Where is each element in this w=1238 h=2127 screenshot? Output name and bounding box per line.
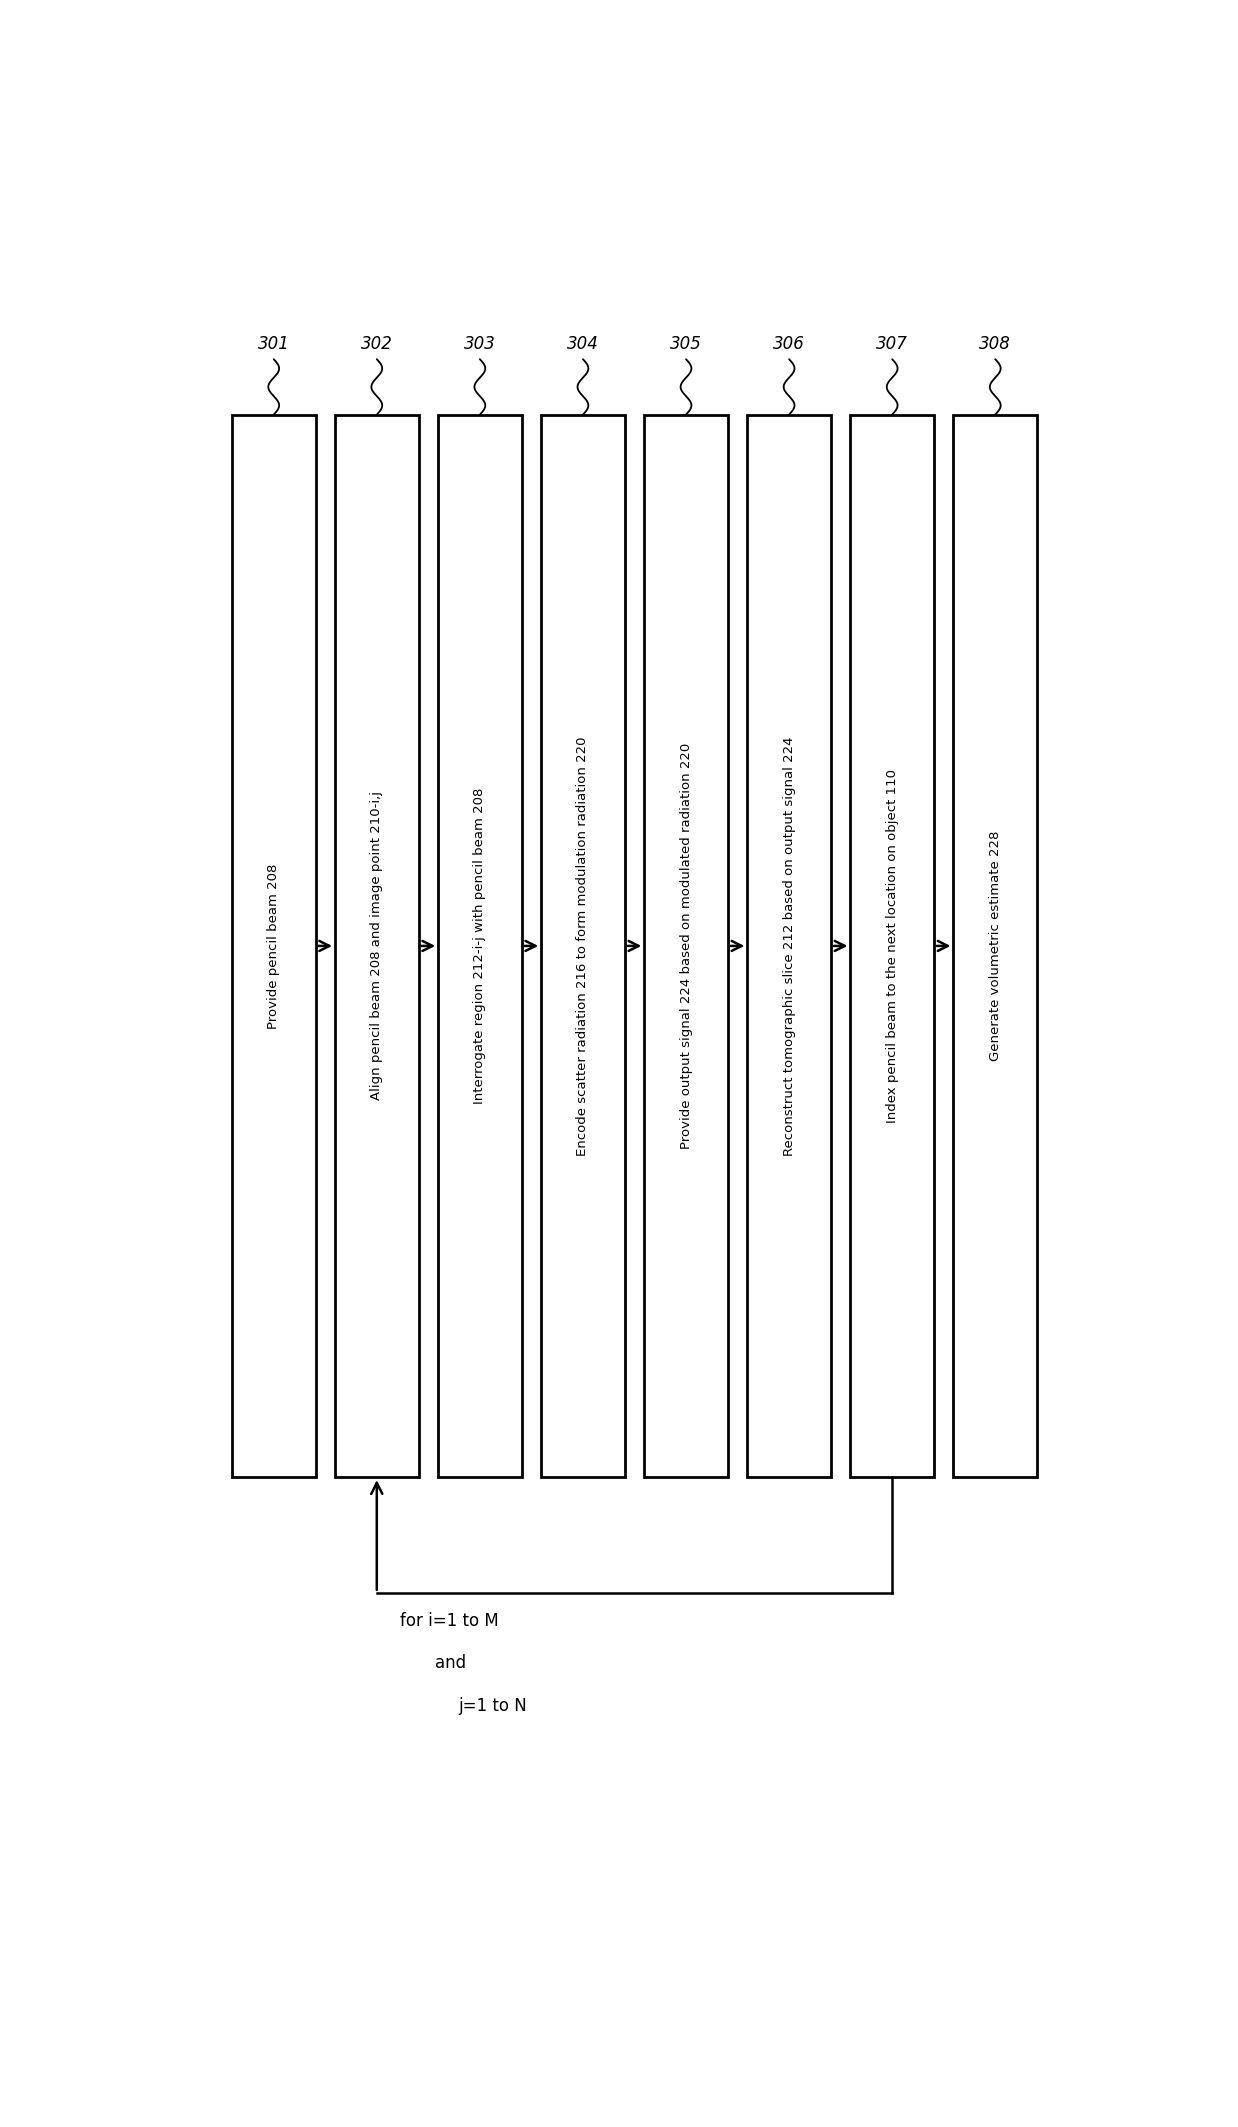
Bar xyxy=(541,415,625,1478)
Text: 304: 304 xyxy=(567,336,599,353)
Bar xyxy=(438,415,521,1478)
Text: and: and xyxy=(435,1655,465,1672)
Bar xyxy=(851,415,933,1478)
Text: Provide output signal 224 based on modulated radiation 220: Provide output signal 224 based on modul… xyxy=(680,742,692,1149)
Text: 302: 302 xyxy=(360,336,392,353)
Text: 306: 306 xyxy=(774,336,805,353)
Text: Encode scatter radiation 216 to form modulation radiation 220: Encode scatter radiation 216 to form mod… xyxy=(577,736,589,1155)
Text: Index pencil beam to the next location on object 110: Index pencil beam to the next location o… xyxy=(885,770,899,1123)
Text: Provide pencil beam 208: Provide pencil beam 208 xyxy=(267,864,280,1029)
Text: 308: 308 xyxy=(979,336,1011,353)
Bar xyxy=(748,415,831,1478)
Text: j=1 to N: j=1 to N xyxy=(458,1697,527,1714)
Text: 301: 301 xyxy=(258,336,290,353)
Bar xyxy=(335,415,418,1478)
Bar xyxy=(232,415,316,1478)
Bar xyxy=(953,415,1037,1478)
Text: 307: 307 xyxy=(877,336,909,353)
Text: 303: 303 xyxy=(464,336,495,353)
Text: Interrogate region 212-i-j with pencil beam 208: Interrogate region 212-i-j with pencil b… xyxy=(473,787,487,1104)
Text: Generate volumetric estimate 228: Generate volumetric estimate 228 xyxy=(989,832,1002,1061)
Bar xyxy=(644,415,728,1478)
Text: Align pencil beam 208 and image point 210-i,j: Align pencil beam 208 and image point 21… xyxy=(370,791,384,1100)
Text: Reconstruct tomographic slice 212 based on output signal 224: Reconstruct tomographic slice 212 based … xyxy=(782,736,796,1155)
Text: 305: 305 xyxy=(670,336,702,353)
Text: for i=1 to M: for i=1 to M xyxy=(400,1612,499,1629)
